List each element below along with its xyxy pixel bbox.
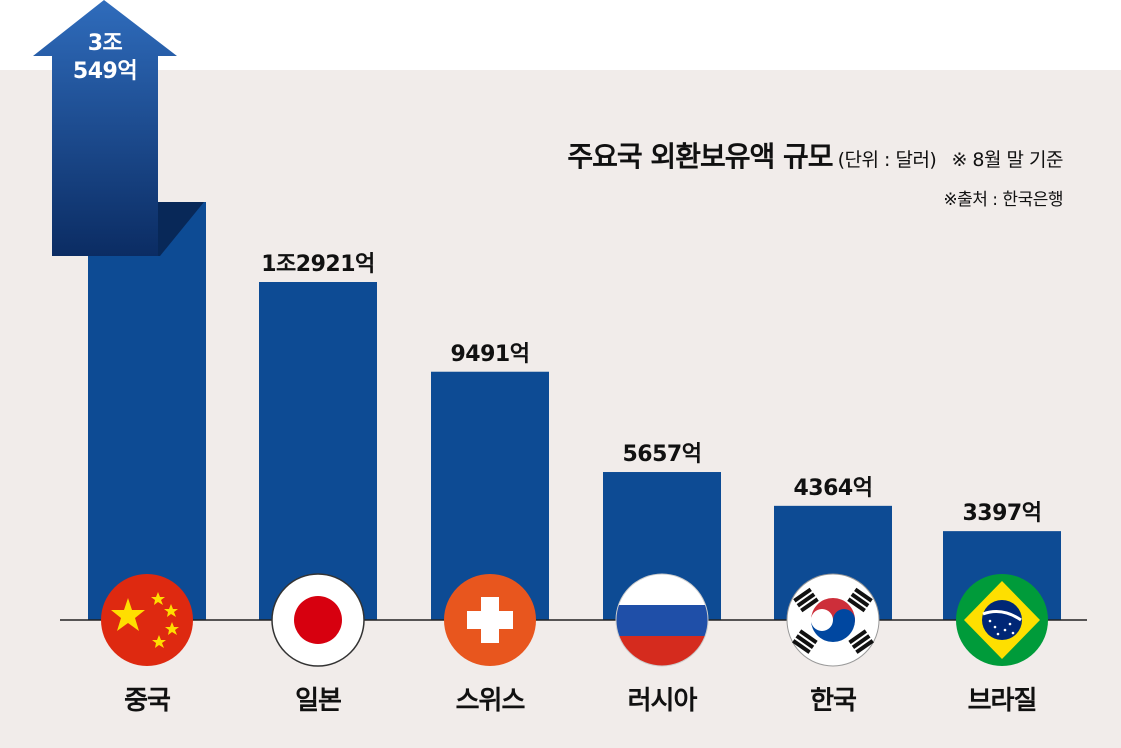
bar-2 xyxy=(259,282,377,620)
china-value-label: 3조 549억 xyxy=(45,30,165,86)
bar-value-label: 9491억 xyxy=(450,341,530,367)
japan-flag-icon xyxy=(271,573,365,667)
chart-note: ※ 8월 말 기준 xyxy=(951,149,1063,171)
category-label: 스위스 xyxy=(455,686,526,716)
chart-title-block: 주요국 외환보유액 규모 (단위 : 달러) ※ 8월 말 기준 ※출처 : 한… xyxy=(567,135,1063,210)
switzerland-flag-icon xyxy=(444,574,536,666)
chart-title: 주요국 외환보유액 규모 xyxy=(567,140,833,173)
bar-value-label: 4364억 xyxy=(793,475,873,501)
bar-value-label: 3397억 xyxy=(962,501,1042,527)
bar-value-label: 5657억 xyxy=(622,442,702,468)
china-value-line-2: 549억 xyxy=(72,59,138,84)
category-label: 중국 xyxy=(124,686,171,716)
brazil-flag-icon xyxy=(956,574,1048,666)
bar-1 xyxy=(88,202,206,620)
category-label: 브라질 xyxy=(967,686,1038,716)
korea-flag-icon xyxy=(786,573,880,667)
china-value-line-1: 3조 xyxy=(87,31,123,56)
bar-value-label: 1조2921억 xyxy=(261,252,375,277)
category-label: 한국 xyxy=(810,686,857,716)
category-label: 러시아 xyxy=(627,686,698,716)
china-flag-icon xyxy=(101,574,193,666)
category-label: 일본 xyxy=(295,686,342,716)
china-overflow-arrow xyxy=(33,0,177,256)
chart-unit: (단위 : 달러) xyxy=(837,149,937,171)
china-arrow-fold xyxy=(158,202,204,256)
chart-source: ※출처 : 한국은행 xyxy=(943,190,1063,210)
